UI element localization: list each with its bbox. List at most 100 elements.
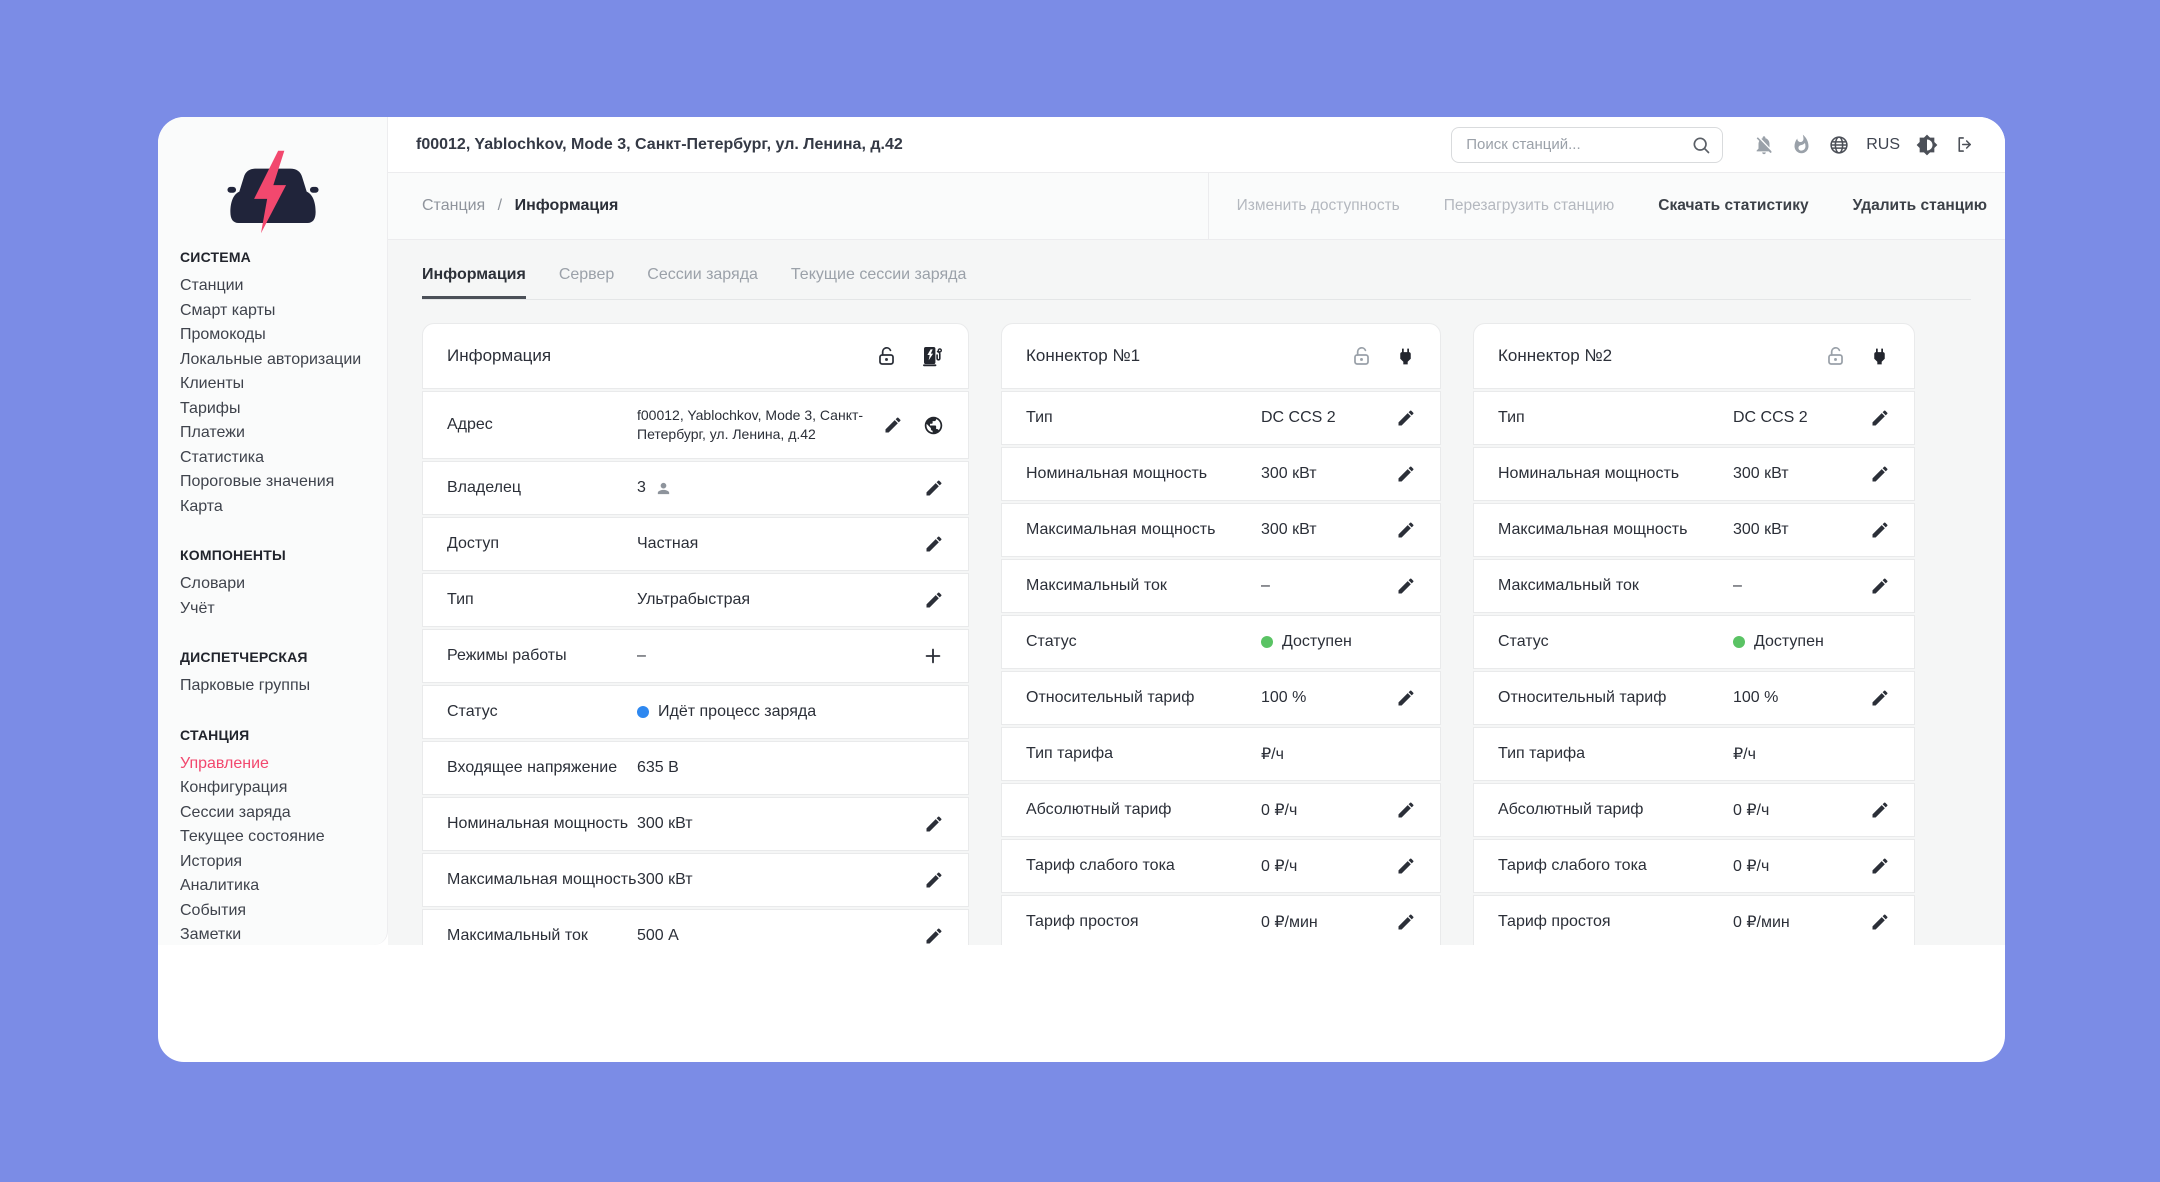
card-row: Доступ Частная	[422, 517, 969, 571]
row-label: Максимальная мощность	[1498, 521, 1688, 538]
card-row: Номинальная мощность 300 кВт	[1473, 447, 1915, 501]
row-value: 300 кВт	[1261, 465, 1317, 482]
search-input[interactable]	[1451, 126, 1724, 163]
flame-icon[interactable]	[1791, 134, 1812, 155]
globe-icon[interactable]	[923, 415, 944, 436]
language-switcher[interactable]: RUS	[1866, 135, 1900, 153]
pencil-icon[interactable]	[883, 415, 903, 435]
row-value: Частная	[637, 535, 699, 552]
card-row: Максимальная мощность 300 кВт	[1473, 503, 1915, 557]
pencil-icon[interactable]	[924, 870, 944, 890]
action-button[interactable]: Скачать статистику	[1658, 197, 1809, 214]
sidebar-item[interactable]: Тарифы	[180, 399, 241, 417]
sidebar-item[interactable]: Клиенты	[180, 375, 245, 392]
row-value: 0 ₽/ч	[1261, 802, 1298, 819]
pencil-icon[interactable]	[1396, 856, 1416, 876]
sidebar-item[interactable]: История	[180, 852, 243, 870]
row-label: Входящее напряжение	[447, 759, 618, 776]
theme-toggle-icon[interactable]	[1916, 134, 1938, 156]
breadcrumb-parent[interactable]: Станция	[422, 197, 486, 214]
row-label: Статус	[1026, 633, 1077, 650]
globe-icon[interactable]	[1828, 134, 1850, 156]
sidebar-item[interactable]: Локальные авторизации	[180, 350, 362, 368]
pencil-icon[interactable]	[1870, 856, 1890, 876]
pencil-icon[interactable]	[1396, 520, 1416, 540]
row-value: 300 кВт	[1733, 521, 1789, 538]
sidebar-item[interactable]: Парковые группы	[180, 677, 311, 694]
row-value: 100 %	[1261, 689, 1307, 706]
lock-open-grey-icon[interactable]	[1824, 345, 1847, 368]
row-value: 300 кВт	[1261, 521, 1317, 538]
plug-icon	[1869, 345, 1890, 368]
breadcrumb: Станция / Информация	[422, 197, 618, 215]
pencil-icon[interactable]	[1870, 688, 1890, 708]
logout-icon[interactable]	[1954, 134, 1975, 155]
search-icon[interactable]	[1691, 135, 1711, 155]
pencil-icon[interactable]	[924, 926, 944, 945]
lock-open-grey-icon[interactable]	[1350, 345, 1373, 368]
row-label: Максимальная мощность	[447, 871, 637, 888]
sidebar-item[interactable]: Заметки	[180, 926, 242, 943]
sidebar-item[interactable]: Смарт карты	[180, 301, 276, 319]
sidebar-item[interactable]: Управление	[180, 754, 269, 772]
pencil-icon[interactable]	[1870, 520, 1890, 540]
pencil-icon[interactable]	[1396, 408, 1416, 428]
row-value: –	[1261, 577, 1270, 594]
sidebar-item[interactable]: Промокоды	[180, 326, 266, 343]
row-value: 0 ₽/ч	[1733, 802, 1770, 819]
sidebar-item[interactable]: События	[180, 901, 247, 919]
status-dot	[637, 706, 649, 718]
sidebar-item[interactable]: Статистика	[180, 448, 265, 466]
card-row: Тариф слабого тока 0 ₽/ч	[1473, 839, 1915, 893]
tab[interactable]: Текущие сессии заряда	[790, 266, 967, 283]
tab[interactable]: Информация	[422, 266, 526, 299]
pencil-icon[interactable]	[924, 590, 944, 610]
pencil-icon[interactable]	[1870, 576, 1890, 596]
pencil-icon[interactable]	[1396, 576, 1416, 596]
pencil-icon[interactable]	[1396, 800, 1416, 820]
action-button: Перезагрузить станцию	[1443, 197, 1615, 214]
row-value: f00012, Yablochkov, Mode 3, Санкт-Петерб…	[637, 407, 864, 442]
sidebar-item[interactable]: Аналитика	[180, 877, 260, 894]
pencil-icon[interactable]	[1396, 464, 1416, 484]
breadcrumb-row: Станция / Информация Изменить доступност…	[388, 173, 2005, 240]
pencil-icon[interactable]	[1396, 912, 1416, 932]
pencil-icon[interactable]	[1870, 800, 1890, 820]
sidebar-item[interactable]: Пороговые значения	[180, 473, 335, 490]
pencil-icon[interactable]	[924, 534, 944, 554]
lock-open-icon[interactable]	[875, 345, 898, 368]
pencil-icon[interactable]	[924, 478, 944, 498]
pencil-icon[interactable]	[1870, 408, 1890, 428]
row-value: 300 кВт	[637, 815, 693, 832]
info-card: Коннектор №1 Тип DC CCS 2 Номинальная мощно…	[1001, 323, 1441, 945]
sidebar-item[interactable]: Учёт	[180, 599, 215, 617]
row-actions	[1396, 464, 1416, 484]
pencil-icon[interactable]	[1870, 912, 1890, 932]
sidebar: СИСТЕМА Станции Смарт карты Промокоды Локаль…	[158, 117, 388, 945]
pencil-icon[interactable]	[924, 814, 944, 834]
pencil-icon[interactable]	[1396, 688, 1416, 708]
notifications-off-icon[interactable]	[1753, 134, 1775, 156]
row-actions	[922, 645, 944, 667]
tab[interactable]: Сессии заряда	[647, 266, 758, 283]
pencil-icon[interactable]	[1870, 464, 1890, 484]
action-button[interactable]: Удалить станцию	[1852, 197, 1987, 214]
sidebar-item[interactable]: Карта	[180, 497, 223, 515]
sidebar-item[interactable]: Платежи	[180, 424, 245, 441]
tab[interactable]: Сервер	[558, 266, 615, 283]
row-actions	[924, 478, 944, 498]
header-controls: RUS	[1451, 126, 1975, 163]
plus-icon[interactable]	[922, 645, 944, 667]
sidebar-item[interactable]: Текущее состояние	[180, 828, 325, 845]
sidebar-item[interactable]: Конфигурация	[180, 779, 288, 796]
sidebar-item[interactable]: Словари	[180, 575, 246, 592]
card-row: Статус Идёт процесс заряда	[422, 685, 969, 739]
card-row: Тип DC CCS 2	[1001, 391, 1441, 445]
sidebar-item[interactable]: Сессии заряда	[180, 803, 291, 821]
row-value: Ультрабыстрая	[637, 591, 751, 608]
sidebar-section-title: КОМПОНЕНТЫ	[180, 547, 286, 563]
sidebar-item[interactable]: Станции	[180, 277, 244, 294]
card-row: Владелец 3	[422, 461, 969, 515]
sidebar-section: КОМПОНЕНТЫ Словари Учёт	[180, 547, 387, 621]
